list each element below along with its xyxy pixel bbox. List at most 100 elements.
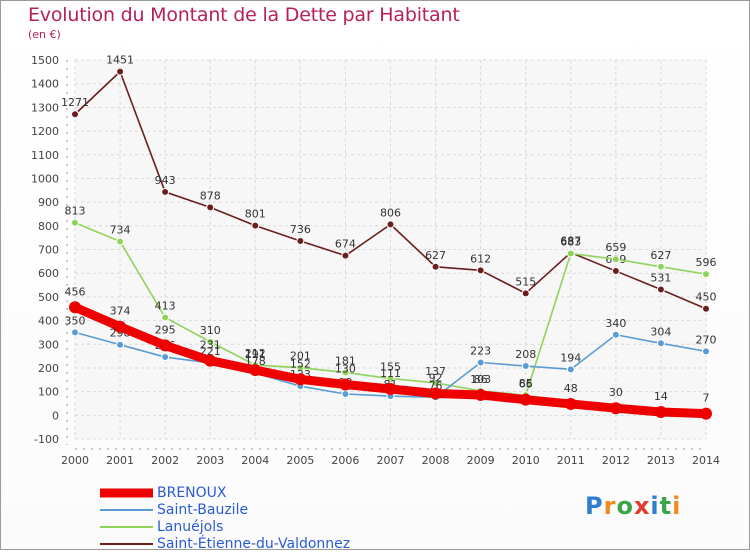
data-point xyxy=(429,387,442,400)
y-tick-label: 400 xyxy=(38,315,59,328)
data-label: 48 xyxy=(564,382,578,395)
data-label: 92 xyxy=(429,372,443,385)
data-point xyxy=(476,266,485,275)
data-label: 103 xyxy=(470,373,491,386)
data-label: 450 xyxy=(696,291,717,304)
data-label: 612 xyxy=(470,252,491,265)
data-label: 1451 xyxy=(106,54,134,67)
data-label: 674 xyxy=(335,238,356,251)
data-point xyxy=(339,378,352,391)
legend-label: Saint-Bauzile xyxy=(157,501,249,518)
y-tick-label: 1500 xyxy=(31,54,59,67)
data-point xyxy=(159,339,172,352)
data-label: 801 xyxy=(245,208,266,221)
data-label: 683 xyxy=(560,236,581,249)
data-label: 943 xyxy=(155,174,176,187)
x-tick-label: 2007 xyxy=(377,454,405,467)
legend-swatch-lanuejols xyxy=(100,525,153,528)
data-point xyxy=(341,389,350,398)
data-label: 86 xyxy=(474,373,488,386)
data-point xyxy=(341,368,350,377)
legend-swatch-saint-etienne xyxy=(100,542,153,545)
x-tick-label: 2014 xyxy=(692,454,720,467)
x-tick-label: 2006 xyxy=(331,454,359,467)
legend-item: Lanuéjols xyxy=(100,518,350,535)
data-label: 734 xyxy=(110,223,131,236)
data-label: 85 xyxy=(519,377,533,390)
data-point xyxy=(116,340,125,349)
y-tick-label: 600 xyxy=(38,267,59,280)
legend-label: BRENOUX xyxy=(157,484,227,501)
data-label: 201 xyxy=(290,350,311,363)
data-point xyxy=(206,203,215,212)
data-point xyxy=(611,267,620,276)
data-label: 1271 xyxy=(61,96,89,109)
data-label: 137 xyxy=(425,365,446,378)
data-label: 340 xyxy=(605,317,626,330)
x-tick-label: 2010 xyxy=(512,454,540,467)
x-tick-label: 2004 xyxy=(241,454,269,467)
data-point xyxy=(566,365,575,374)
data-label: 111 xyxy=(380,367,401,380)
data-label: 208 xyxy=(515,348,536,361)
y-tick-label: 1200 xyxy=(31,125,59,138)
x-tick-label: 2001 xyxy=(106,454,134,467)
data-point xyxy=(702,347,710,356)
data-point xyxy=(161,313,170,322)
data-point xyxy=(71,328,79,337)
y-tick-label: 500 xyxy=(38,291,59,304)
proxiti-logo: Proxiti xyxy=(585,492,682,520)
y-tick-label: 1300 xyxy=(31,101,59,114)
data-label: 515 xyxy=(515,275,536,288)
data-point xyxy=(294,373,307,386)
legend-swatch-saint-bauzile xyxy=(100,508,153,511)
data-label: 155 xyxy=(380,361,401,374)
legend-item: BRENOUX xyxy=(100,484,350,501)
data-label: 295 xyxy=(155,323,176,336)
data-label: 14 xyxy=(654,390,668,403)
data-point xyxy=(431,378,440,387)
y-tick-label: 100 xyxy=(38,386,59,399)
x-tick-label: 2003 xyxy=(196,454,224,467)
data-point xyxy=(611,330,620,339)
data-point xyxy=(656,285,665,294)
data-point xyxy=(296,363,305,372)
data-point xyxy=(296,236,305,245)
data-point xyxy=(384,383,397,396)
data-point xyxy=(251,221,260,230)
data-point xyxy=(116,237,125,246)
legend-swatch-brenoux xyxy=(100,488,153,497)
data-label: 270 xyxy=(696,333,717,346)
data-point xyxy=(116,67,125,76)
data-label: 687 xyxy=(560,235,581,248)
data-point xyxy=(71,110,79,119)
data-label: 310 xyxy=(200,324,221,337)
data-label: 30 xyxy=(609,386,623,399)
y-tick-label: 900 xyxy=(38,196,59,209)
data-label: 596 xyxy=(696,256,717,269)
y-tick-label: 1400 xyxy=(31,78,59,91)
y-tick-label: 200 xyxy=(38,362,59,375)
data-label: 878 xyxy=(200,189,221,202)
x-tick-label: 2013 xyxy=(647,454,675,467)
data-label: 374 xyxy=(110,305,131,318)
data-label: 627 xyxy=(425,249,446,262)
data-point xyxy=(386,220,395,229)
data-point xyxy=(564,397,577,410)
data-point xyxy=(71,218,79,227)
data-point xyxy=(206,337,215,346)
y-tick-label: -100 xyxy=(34,433,59,446)
legend-item: Saint-Étienne-du-Valdonnez xyxy=(100,535,350,552)
data-label: 191 xyxy=(245,348,266,361)
y-tick-label: 300 xyxy=(38,338,59,351)
data-label: 456 xyxy=(65,285,86,298)
y-tick-label: 1100 xyxy=(31,149,59,162)
data-point xyxy=(611,255,620,264)
data-point xyxy=(161,187,170,196)
chart-title: Evolution du Montant de la Dette par Hab… xyxy=(28,4,460,26)
data-point xyxy=(566,249,575,258)
legend-item: Saint-Bauzile xyxy=(100,501,350,518)
x-tick-label: 2000 xyxy=(61,454,89,467)
x-tick-label: 2008 xyxy=(422,454,450,467)
x-tick-label: 2011 xyxy=(557,454,585,467)
